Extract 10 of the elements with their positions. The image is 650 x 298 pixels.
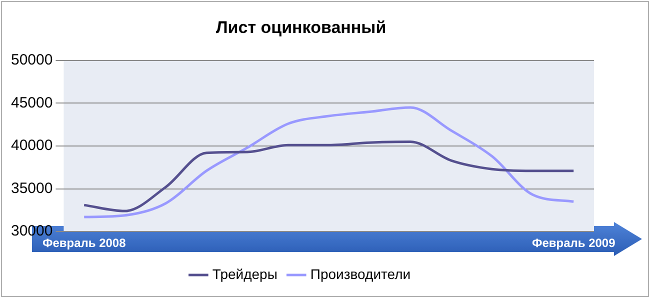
line-series [82,140,575,212]
chart-title: Лист оцинкованный [216,18,386,37]
legend-label: Производители [310,266,411,282]
line-series [82,106,575,218]
y-tick-label: 40000 [10,137,53,154]
y-tick-label: 45000 [10,94,53,112]
y-tick-label: 50000 [10,52,53,69]
x-tick-label: Февраль 2009 [532,236,616,250]
legend-label: Трейдеры [212,266,278,282]
y-tick-label: 35000 [10,180,53,197]
